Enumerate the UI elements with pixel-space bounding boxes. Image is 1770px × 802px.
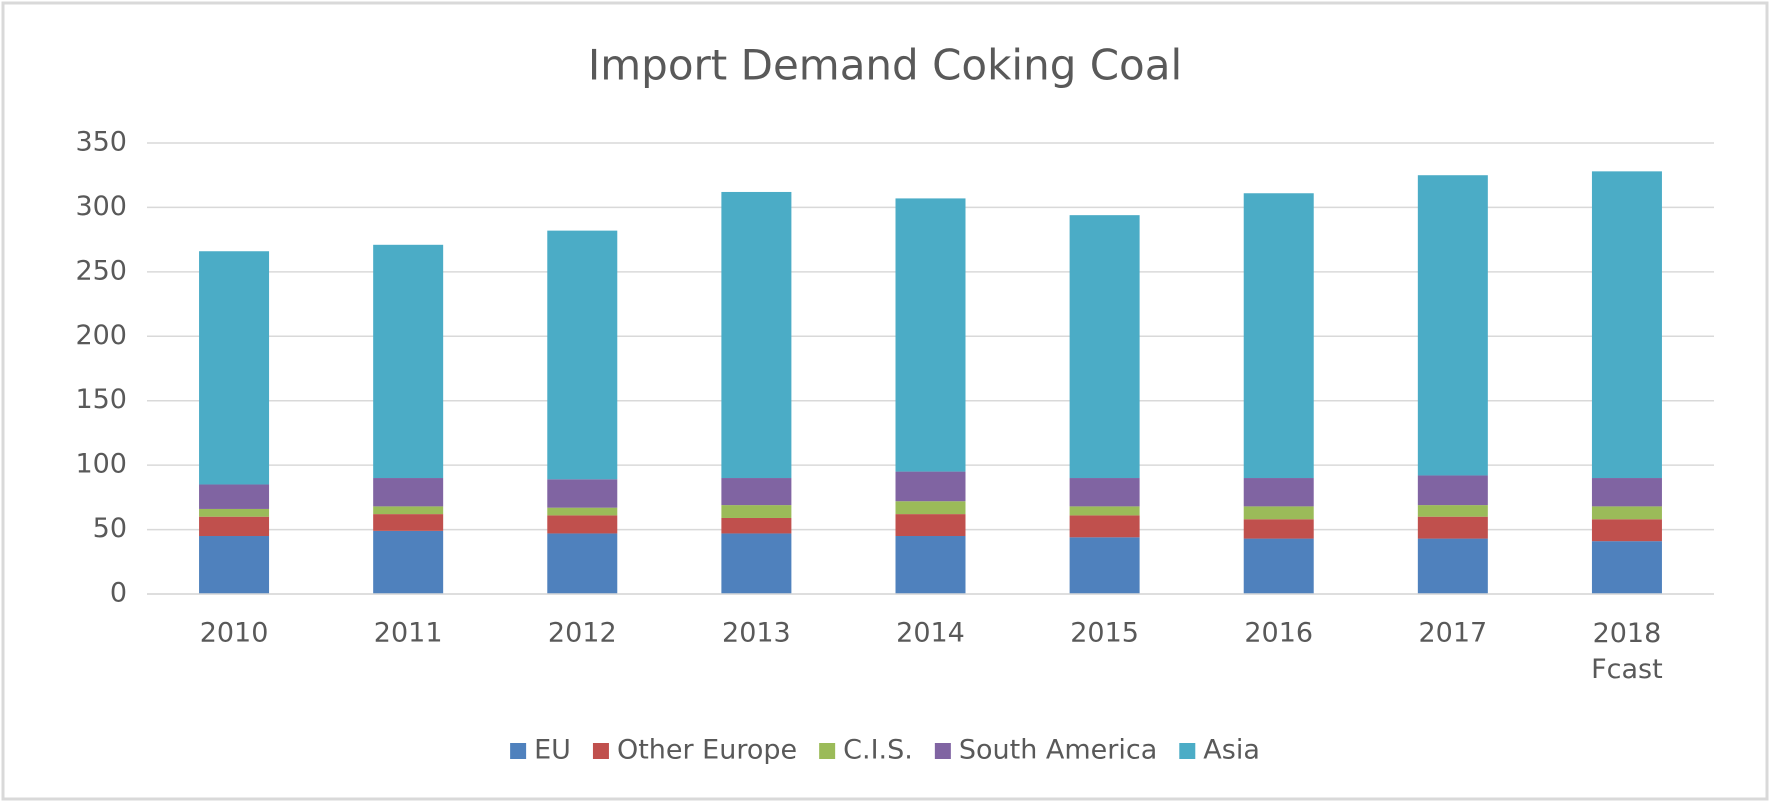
- legend-swatch: [510, 743, 527, 759]
- bar-segment: [895, 514, 966, 537]
- bar-segment: [1417, 175, 1488, 476]
- bar-segment: [1069, 478, 1140, 507]
- bar-segment: [547, 533, 618, 594]
- bar-segment: [1069, 506, 1140, 516]
- bar-segment: [199, 251, 270, 485]
- legend-label: Other Europe: [617, 735, 797, 766]
- legend-label: C.I.S.: [843, 735, 913, 766]
- bar-segment: [547, 479, 618, 508]
- y-tick-label: 200: [75, 320, 127, 351]
- bar-segment: [1069, 215, 1140, 479]
- x-tick-label: 2015: [1070, 618, 1139, 649]
- bar-segment: [547, 515, 618, 534]
- legend-label: Asia: [1203, 735, 1260, 766]
- y-tick-label: 300: [75, 191, 127, 222]
- x-tick-label: 2018 Fcast: [1591, 618, 1663, 685]
- bar-segment: [721, 517, 792, 534]
- y-tick-label: 350: [75, 127, 127, 158]
- bar-segment: [721, 505, 792, 518]
- bar-segment: [895, 501, 966, 515]
- legend-swatch: [819, 743, 836, 759]
- y-tick-label: 50: [93, 513, 127, 544]
- bar-segment: [1591, 171, 1662, 479]
- bar-segment: [199, 516, 270, 537]
- x-tick-label: 2013: [722, 618, 791, 649]
- bar-segment: [373, 478, 444, 507]
- bar-segment: [199, 484, 270, 509]
- bar-segment: [1069, 515, 1140, 538]
- x-tick-label: 2017: [1418, 618, 1487, 649]
- bar-segment: [547, 230, 618, 480]
- bar-segment: [1069, 537, 1140, 594]
- legend-swatch: [1179, 743, 1196, 759]
- bar-segment: [373, 530, 444, 594]
- bar-segment: [895, 471, 966, 502]
- x-tick-label: 2011: [374, 618, 443, 649]
- y-tick-label: 250: [75, 255, 127, 286]
- bar-segment: [1417, 475, 1488, 506]
- bar-segment: [1243, 538, 1314, 594]
- bar-segment: [1243, 478, 1314, 507]
- bar-segment: [547, 507, 618, 516]
- bar-segment: [1417, 516, 1488, 539]
- bar-segment: [895, 536, 966, 594]
- y-tick-label: 150: [75, 384, 127, 415]
- chart-title: Import Demand Coking Coal: [588, 41, 1182, 90]
- bar-segment: [373, 244, 444, 479]
- bar-segment: [721, 533, 792, 594]
- y-tick-label: 100: [75, 449, 127, 480]
- bar-segment: [1243, 506, 1314, 520]
- bar-segment: [1417, 505, 1488, 517]
- bar-segment: [721, 191, 792, 479]
- bar-segment: [373, 506, 444, 515]
- bar-segment: [1591, 478, 1662, 507]
- bar-segment: [199, 508, 270, 517]
- bar-segment: [1591, 519, 1662, 542]
- bar-segment: [373, 514, 444, 531]
- bar-segment: [199, 536, 270, 594]
- bar-segment: [895, 198, 966, 472]
- bar-segment: [721, 478, 792, 506]
- bar-segment: [1243, 519, 1314, 539]
- y-tick-label: 0: [110, 578, 127, 609]
- bar-segment: [1417, 538, 1488, 594]
- legend-swatch: [934, 743, 951, 759]
- x-tick-label: 2012: [548, 618, 617, 649]
- legend-label: South America: [959, 735, 1157, 766]
- x-tick-label: 2014: [896, 618, 965, 649]
- bar-segment: [1243, 193, 1314, 479]
- legend-swatch: [592, 743, 609, 759]
- bar-segment: [1591, 541, 1662, 594]
- bar-segment: [1591, 506, 1662, 520]
- x-tick-label: 2016: [1244, 618, 1313, 649]
- legend-label: EU: [534, 735, 571, 766]
- x-tick-label: 2010: [200, 618, 269, 649]
